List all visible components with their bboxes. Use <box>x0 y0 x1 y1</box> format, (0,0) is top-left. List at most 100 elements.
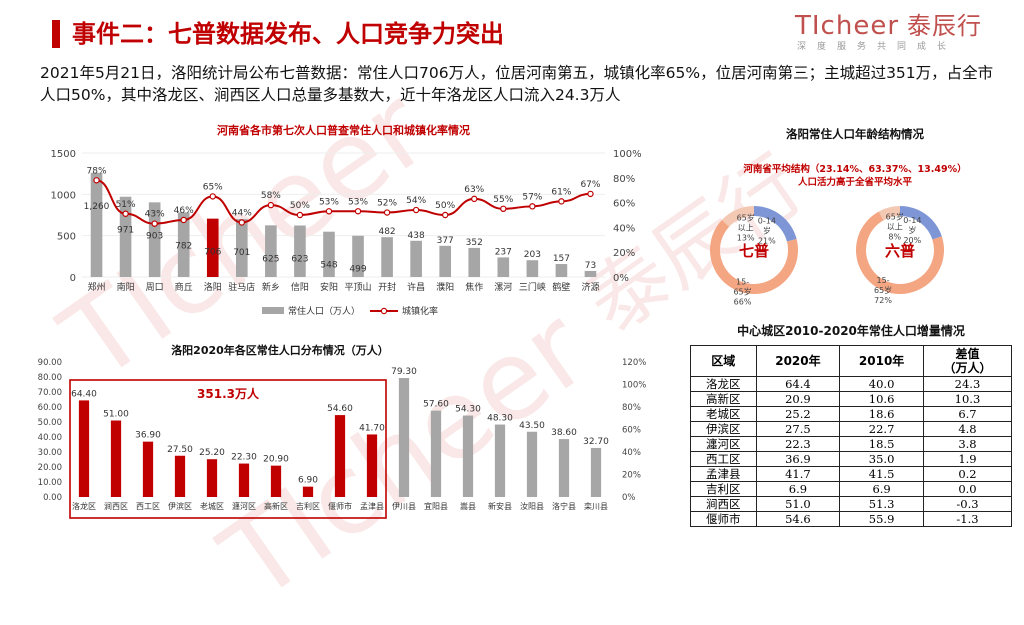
table-row: 高新区 20.9 10.6 10.3 <box>690 391 1013 407</box>
bar <box>430 410 442 497</box>
col-header-diff: 差值 （万人） <box>922 345 1013 377</box>
bar <box>177 212 190 277</box>
bar-value-label: 41.70 <box>359 423 385 433</box>
line-point <box>296 211 304 219</box>
legend-swatch-point <box>380 307 388 315</box>
cell-2010: 35.0 <box>839 451 924 467</box>
bar <box>206 459 218 497</box>
donut-slice-label: 0-14 岁 21% <box>758 216 776 245</box>
bar <box>558 439 570 497</box>
bar <box>555 264 568 277</box>
cell-2020: 41.7 <box>755 466 841 482</box>
intro-text: 2021年5月21日，洛阳统计局公布七普数据：常住人口706万人，位居河南第五，… <box>40 64 994 104</box>
bar-value-label: 79.30 <box>391 367 417 377</box>
age-structure-chart: 洛阳常住人口年龄结构情况河南省平均结构（23.14%、63.37%、13.49%… <box>710 127 967 307</box>
y-right-tick-label: 100% <box>622 381 646 391</box>
cell-diff: 1.9 <box>922 451 1013 467</box>
y-right-tick-label: 100% <box>613 149 642 160</box>
y-right-tick-label: 60% <box>613 199 635 210</box>
chart-note-line1: 河南省平均结构（23.14%、63.37%、13.49%） <box>743 163 966 175</box>
bar-value-label: 6.90 <box>298 476 318 486</box>
line-point <box>558 198 565 205</box>
bar-value-label: 54.30 <box>455 405 481 415</box>
bar <box>334 415 346 497</box>
cell-2020: 36.9 <box>755 451 841 467</box>
donut-slice-label: 65岁以上 8% <box>886 212 904 242</box>
donut-center-label: 六普 <box>885 242 915 260</box>
x-tick-label: 洛龙区 <box>72 501 96 511</box>
line-value-label: 52% <box>377 199 397 209</box>
bar <box>497 257 510 277</box>
bar-value-label: 25.20 <box>199 448 225 458</box>
bar-value-label: 903 <box>146 231 163 241</box>
cell-2010: 10.6 <box>839 391 924 407</box>
bar-value-label: 701 <box>233 248 250 258</box>
x-tick-label: 濮阳 <box>436 281 454 293</box>
x-tick-label: 商丘 <box>175 281 193 293</box>
cell-2020: 27.5 <box>755 421 841 437</box>
bar <box>302 486 314 497</box>
bar <box>366 434 378 497</box>
y-left-tick-label: 30.00 <box>38 448 62 458</box>
line-value-label: 50% <box>290 201 310 211</box>
cell-2010: 41.5 <box>839 466 924 482</box>
bar <box>590 447 602 497</box>
bar-value-label: 32.70 <box>583 437 609 447</box>
cell-2010: 51.3 <box>839 496 924 512</box>
cell-2010: 55.9 <box>839 511 924 527</box>
bar <box>148 202 161 277</box>
cell-2020: 51.0 <box>755 496 841 512</box>
cell-2010: 40.0 <box>839 376 924 392</box>
line-point <box>441 211 449 219</box>
x-tick-label: 驻马店 <box>228 281 255 293</box>
cell-diff: -0.3 <box>922 496 1013 512</box>
bar <box>468 247 481 277</box>
line-value-label: 65% <box>203 182 223 192</box>
bar-value-label: 157 <box>553 254 570 264</box>
y-left-tick-label: 0 <box>70 273 76 284</box>
bar <box>206 218 219 277</box>
bar-value-label: 203 <box>524 250 541 260</box>
x-tick-label: 焦作 <box>465 281 483 293</box>
cell-diff: 6.7 <box>922 406 1013 422</box>
cell-region: 老城区 <box>690 406 757 422</box>
y-left-tick-label: 60.00 <box>38 403 62 413</box>
y-right-tick-label: 0% <box>622 493 636 503</box>
x-tick-label: 瀍河区 <box>232 501 256 511</box>
bar <box>174 455 186 497</box>
x-tick-label: 鹤壁 <box>552 281 570 293</box>
cell-diff: 3.8 <box>922 436 1013 452</box>
bar <box>110 420 122 497</box>
x-tick-label: 开封 <box>378 281 396 293</box>
chart-note-line2: 人口活力高于全省平均水平 <box>798 176 913 188</box>
cell-region: 瀍河区 <box>690 436 757 452</box>
y-right-tick-label: 0% <box>613 273 629 284</box>
bar-value-label: 971 <box>117 226 134 236</box>
bar <box>238 463 250 497</box>
line-value-label: 67% <box>580 180 600 190</box>
y-left-tick-label: 20.00 <box>38 463 62 473</box>
x-tick-label: 信阳 <box>291 281 309 293</box>
bar-value-label: 377 <box>437 236 454 246</box>
bar-value-label: 73 <box>585 261 596 271</box>
y-left-tick-label: 50.00 <box>38 418 62 428</box>
cell-diff: -1.3 <box>922 511 1013 527</box>
donut-slice <box>710 219 798 294</box>
increment-table-panel: 中心城区2010-2020年常住人口增量情况 区域 2020年 2010年 差值… <box>690 322 1013 527</box>
line-value-label: 51% <box>116 200 136 210</box>
cell-region: 高新区 <box>690 391 757 407</box>
bar <box>294 225 306 277</box>
bar-value-label: 54.60 <box>327 404 353 414</box>
cell-region: 吉利区 <box>690 481 757 497</box>
bar <box>398 378 410 497</box>
cell-diff: 0.0 <box>922 481 1013 497</box>
y-right-tick-label: 80% <box>622 403 641 413</box>
line-value-label: 61% <box>551 187 571 197</box>
line-point <box>180 216 187 224</box>
donut-slice <box>721 206 754 227</box>
donut-slice <box>878 206 900 221</box>
line-point <box>354 208 362 215</box>
donut-slice-label: 65岁以上 13% <box>737 213 755 243</box>
cell-region: 伊滨区 <box>690 421 757 437</box>
bar-value-label: 48.30 <box>487 414 513 424</box>
